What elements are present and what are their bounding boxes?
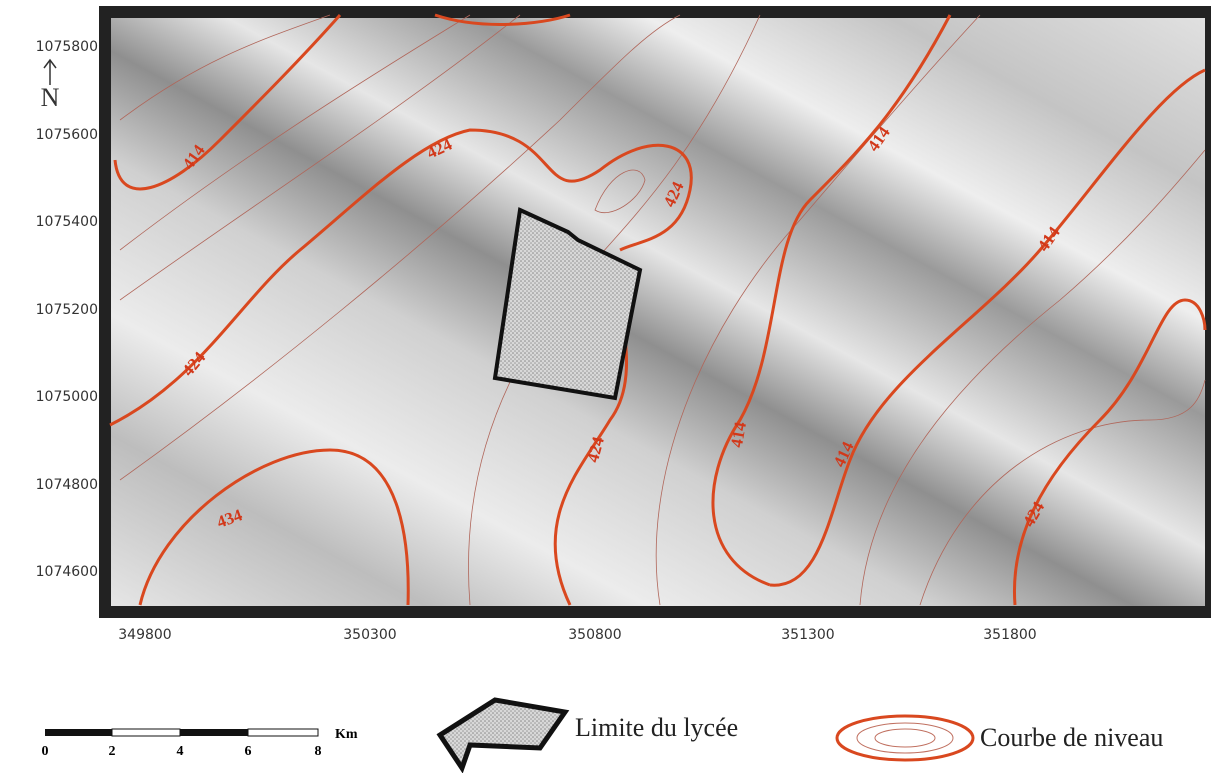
scale-unit: Km <box>335 727 358 742</box>
x-tick-label: 349800 <box>118 627 171 643</box>
legend-school-label: Limite du lycée <box>575 713 738 742</box>
scale-label: 8 <box>315 744 322 759</box>
y-tick-label: 1075200 <box>36 302 98 318</box>
y-tick-label: 1074800 <box>36 477 98 493</box>
north-label: N <box>41 83 60 112</box>
x-tick-label: 350800 <box>568 627 621 643</box>
scale-label: 6 <box>245 744 252 759</box>
x-tick-label: 351300 <box>781 627 834 643</box>
y-tick-label: 1075400 <box>36 214 98 230</box>
legend-contour-label: Courbe de niveau <box>980 723 1163 752</box>
map-figure: 414 424 424 414 414 424 434 424 414 414 … <box>0 0 1211 773</box>
x-tick-label: 350300 <box>343 627 396 643</box>
scale-bar: 0 2 4 6 8 Km <box>42 727 358 759</box>
x-axis: 349800 350300 350800 351300 351800 <box>118 627 1036 643</box>
scale-label: 2 <box>109 744 116 759</box>
legend-school-symbol <box>440 700 565 768</box>
north-arrow: N <box>41 60 60 112</box>
y-tick-label: 1075600 <box>36 127 98 143</box>
scale-label: 0 <box>42 744 49 759</box>
y-tick-label: 1075000 <box>36 389 98 405</box>
x-tick-label: 351800 <box>983 627 1036 643</box>
legend: Limite du lycée Courbe de niveau <box>440 700 1163 768</box>
y-tick-label: 1075800 <box>36 39 98 55</box>
y-axis: 1075800 1075600 1075400 1075200 1075000 … <box>36 39 98 580</box>
map-area: 414 424 424 414 414 424 434 424 414 414 … <box>105 12 1211 612</box>
y-tick-label: 1074600 <box>36 564 98 580</box>
legend-contour-symbol <box>837 716 973 760</box>
scale-label: 4 <box>177 744 184 759</box>
